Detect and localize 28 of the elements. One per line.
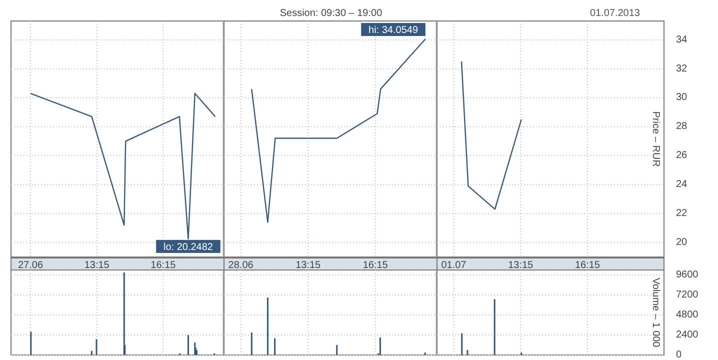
y-tick-label: 4800 — [676, 310, 699, 320]
text: 01.07.2013 — [590, 8, 640, 19]
y-tick-label: 22 — [676, 208, 688, 220]
annotation: lo: 20.2482 — [164, 242, 214, 253]
y-tick-label: 34 — [676, 34, 688, 46]
y-tick-label: 9600 — [676, 270, 699, 280]
x-tick-label: 13:15 — [508, 260, 534, 271]
x-tick-label: 27.06 — [18, 260, 44, 271]
y-tick-label: 30 — [676, 92, 688, 104]
y-tick-label: 20 — [676, 237, 688, 248]
y-axis-title: Volume – 1 000 — [650, 278, 661, 348]
x-tick-label: 28.06 — [228, 260, 254, 271]
x-tick-label: 16:15 — [574, 260, 600, 271]
x-tick-label: 01.07 — [441, 260, 467, 271]
y-tick-label: 28 — [676, 121, 688, 132]
chart-title: Session: 09:30 – 19:00 — [280, 8, 383, 19]
y-tick-label: 7200 — [676, 290, 699, 300]
x-tick-label: 13:15 — [296, 260, 322, 271]
y-tick-label: 32 — [676, 63, 688, 74]
annotation: hi: 34.0549 — [368, 25, 418, 36]
y-tick-label: 0 — [676, 350, 682, 360]
x-tick-label: 16:15 — [150, 260, 176, 271]
y-tick-label: 2400 — [676, 330, 699, 340]
y-tick-label: 24 — [676, 179, 688, 190]
y-axis-title: Price – RUR — [650, 111, 661, 167]
x-tick-label: 13:15 — [84, 260, 110, 271]
x-tick-label: 16:15 — [362, 260, 388, 271]
y-tick-label: 26 — [676, 150, 688, 162]
